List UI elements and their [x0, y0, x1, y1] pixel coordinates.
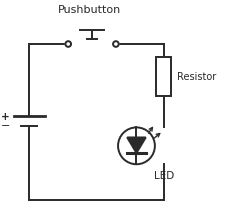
Circle shape	[65, 41, 71, 47]
Text: −: −	[1, 121, 10, 131]
Text: Resistor: Resistor	[176, 72, 216, 82]
Text: LED: LED	[154, 171, 174, 181]
Circle shape	[118, 127, 155, 164]
Bar	[156, 57, 171, 96]
Circle shape	[113, 41, 119, 47]
Polygon shape	[127, 137, 146, 153]
Text: +: +	[1, 112, 10, 122]
Text: Pushbutton: Pushbutton	[58, 5, 122, 15]
